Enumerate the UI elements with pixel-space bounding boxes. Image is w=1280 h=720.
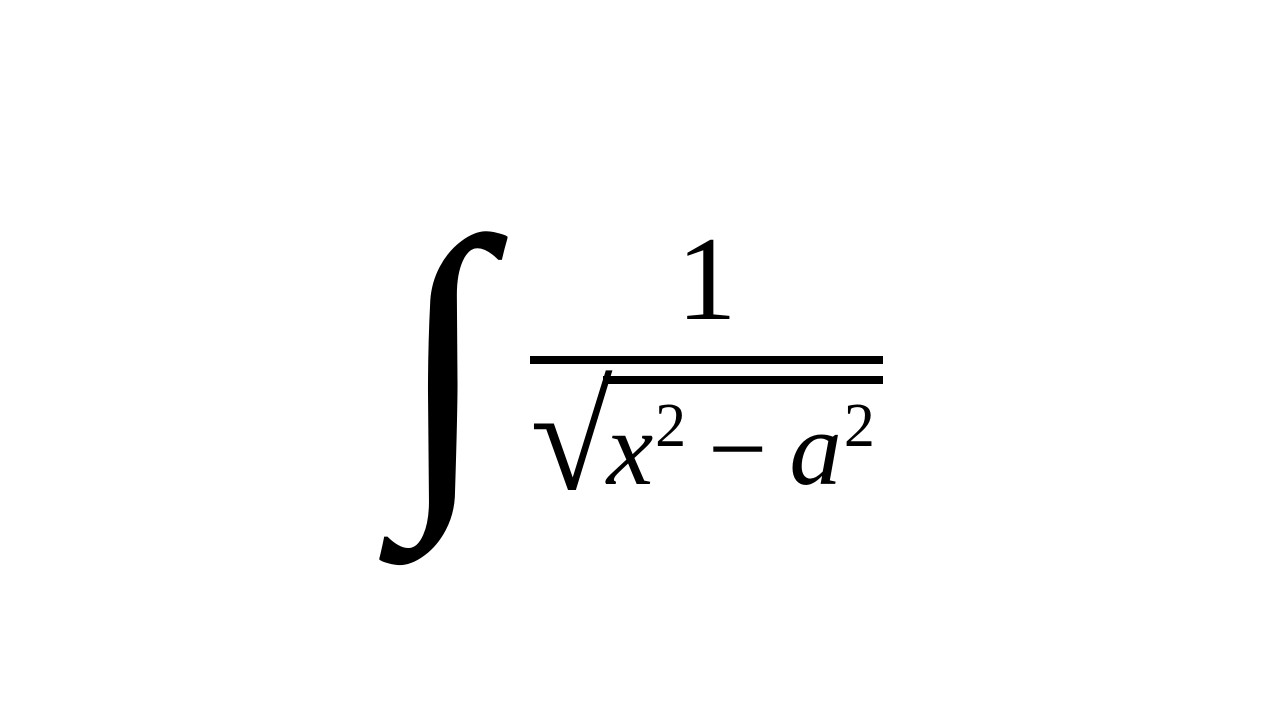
sqrt-content: x2 − a2 (603, 376, 883, 509)
vinculum (603, 376, 883, 384)
radicand: x2 − a2 (603, 384, 883, 509)
exponent-2: 2 (844, 391, 875, 462)
integral-expression: ∫ 1 √ x2 − a2 (397, 190, 883, 530)
square-root: √ x2 − a2 (530, 376, 883, 511)
denominator: √ x2 − a2 (530, 364, 883, 511)
variable-x: x (607, 388, 654, 509)
exponent-1: 2 (655, 391, 686, 462)
sqrt-symbol: √ (530, 372, 612, 507)
integral-symbol: ∫ (397, 190, 490, 530)
variable-a: a (789, 388, 842, 509)
fraction: 1 √ x2 − a2 (530, 210, 883, 511)
minus-operator: − (708, 388, 767, 509)
numerator: 1 (677, 210, 737, 356)
